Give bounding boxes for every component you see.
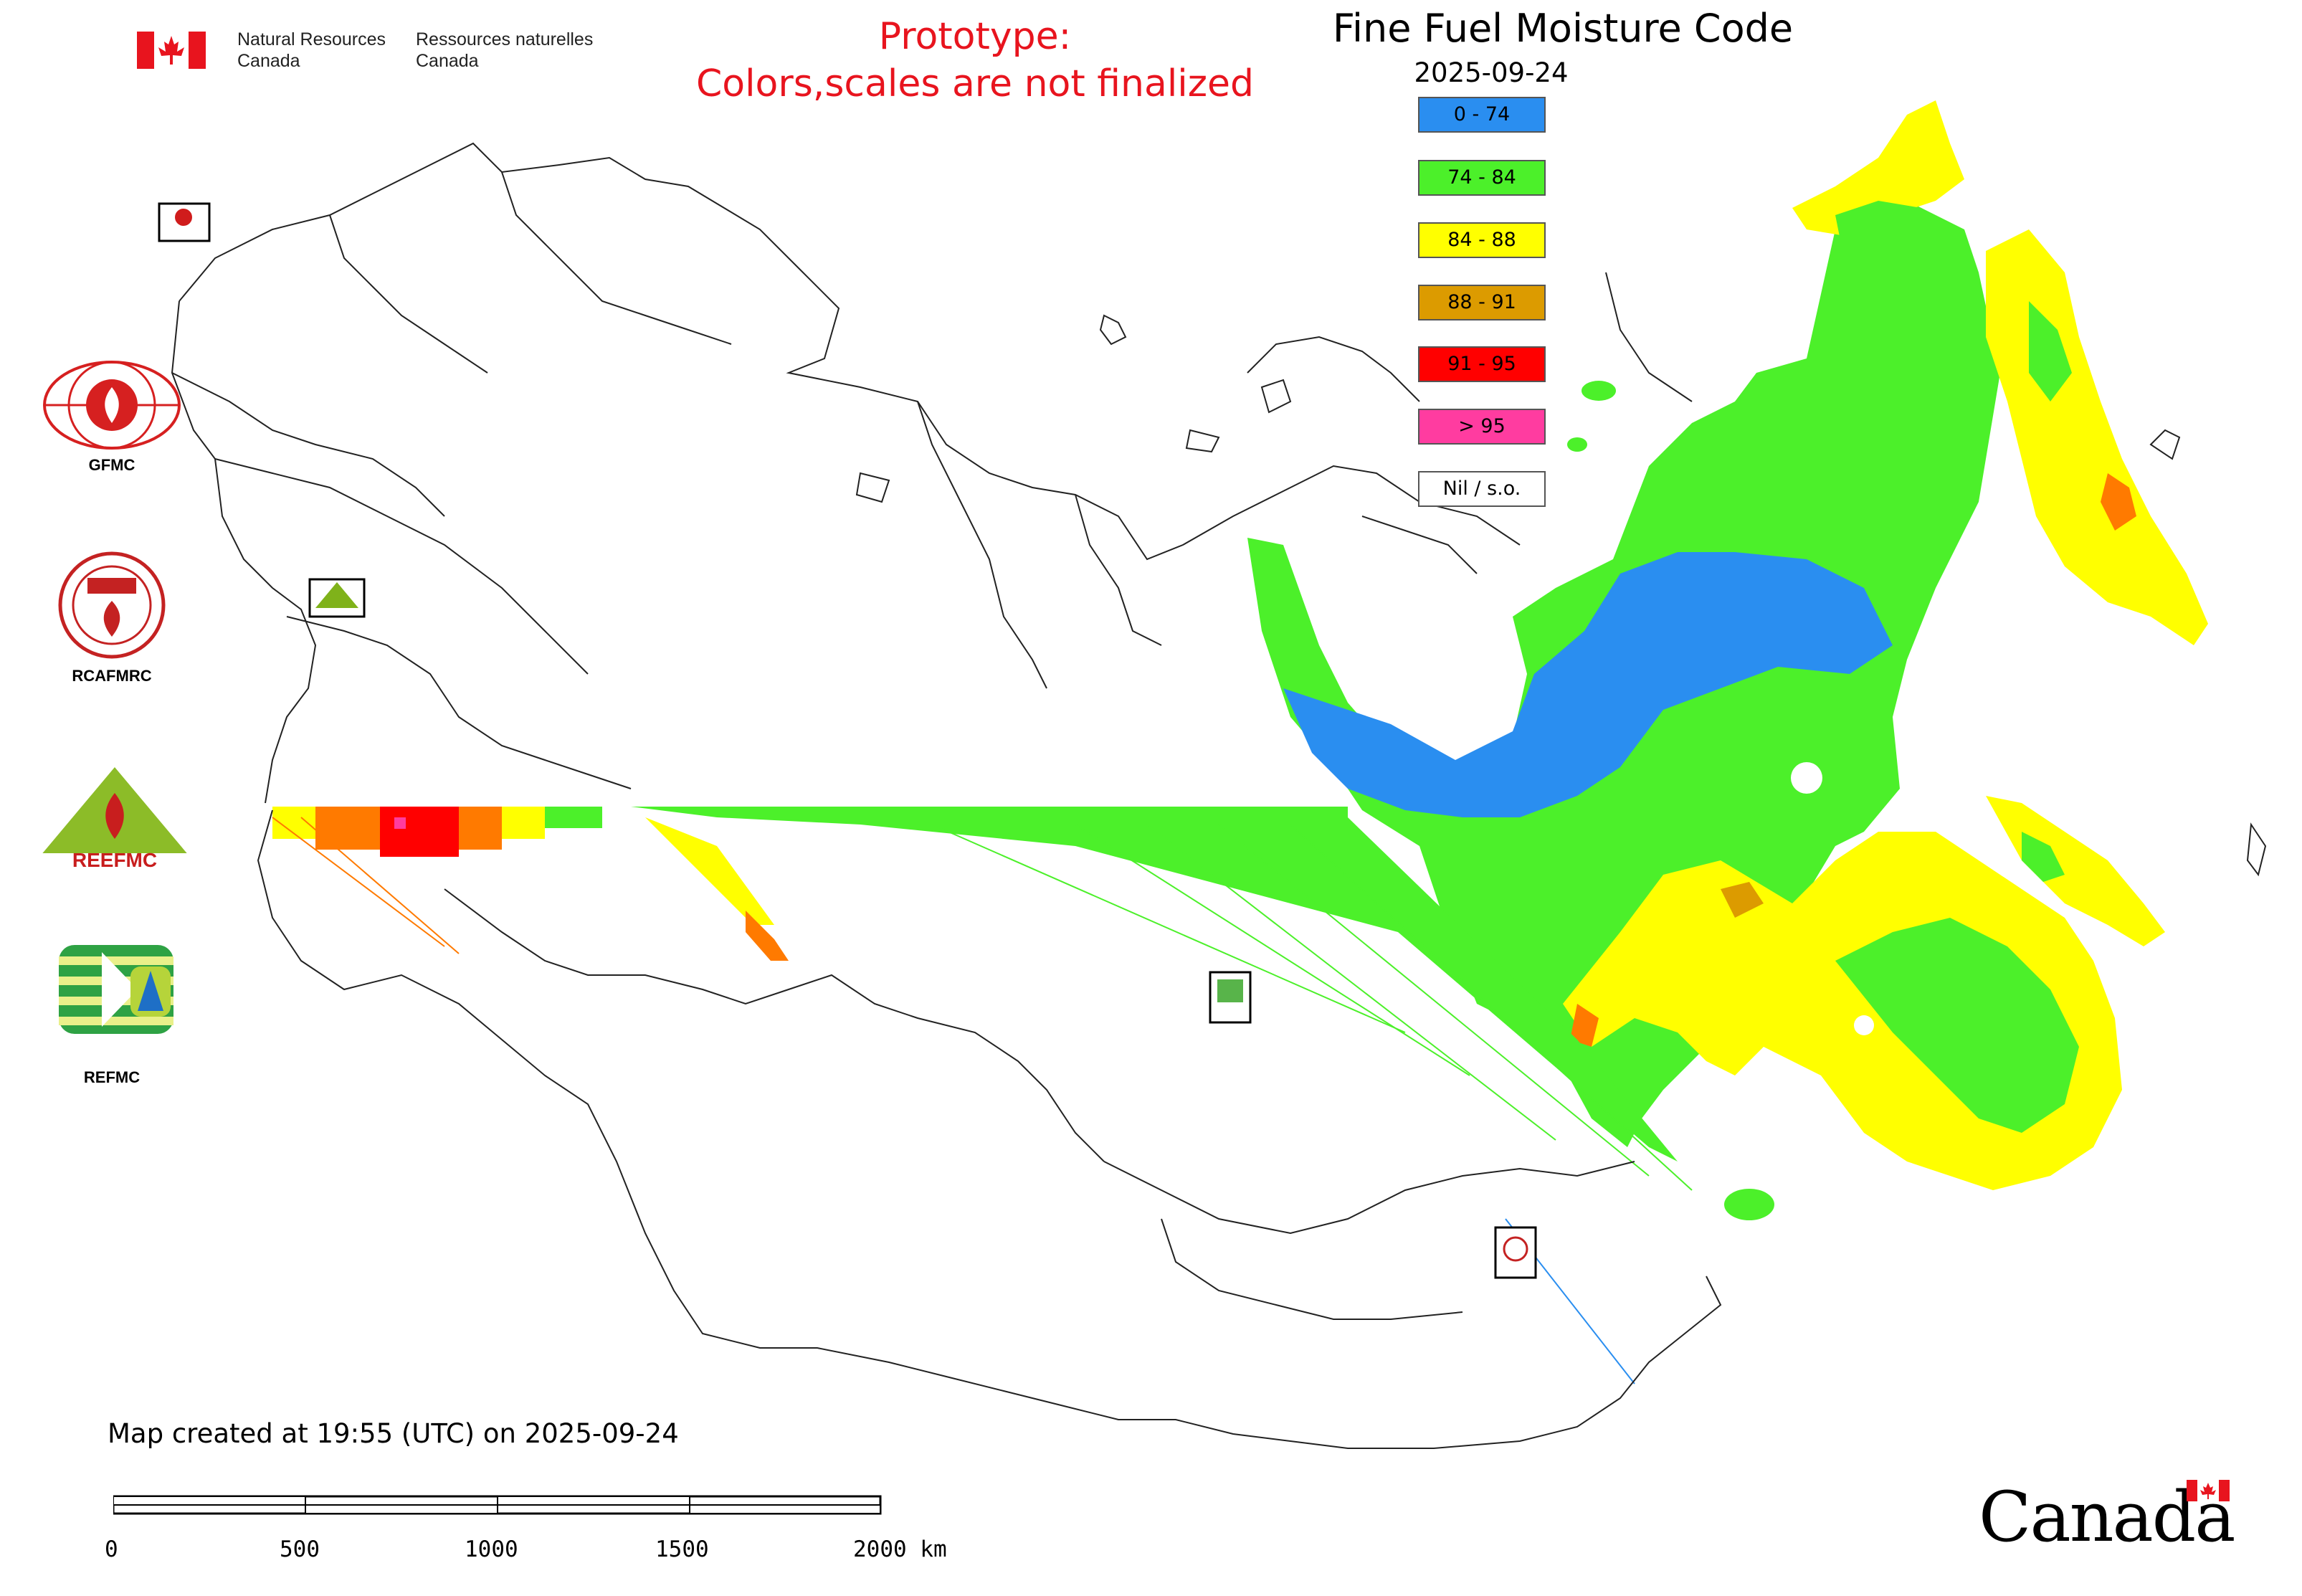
legend-item: > 95 [1418,409,1546,445]
scale-tick-label: 1500 [655,1536,709,1562]
gfmc-logo [43,361,181,450]
map-stamps [158,202,1537,1279]
ffmc-raster [1247,100,2208,1220]
scale-tick-label: 2000 km [853,1536,947,1562]
scale-tick-label: 0 [105,1536,118,1562]
canada-flag-icon [137,32,206,69]
rcafmrc-logo [58,551,166,659]
gfmc-label: GFMC [88,456,135,474]
legend-item: 74 - 84 [1418,160,1546,196]
rcafmrc-label: RCAFMRC [72,667,152,685]
prototype-notice-line1: Prototype: [878,15,1072,58]
scale-tick-label: 1000 [465,1536,518,1562]
refmc-logo [59,945,173,1034]
legend-item: 91 - 95 [1418,346,1546,382]
department-name-fr: Ressources naturelles Canada [416,29,594,71]
prototype-notice: Prototype: Colors,scales are not finaliz… [617,13,1333,108]
department-name-en: Natural Resources Canada [237,29,386,71]
prototype-notice-line2: Colors,scales are not finalized [695,62,1255,105]
scale-bar: 0 500 1000 1500 2000 km [93,1495,989,1574]
map-date: 2025-09-24 [1414,57,1569,88]
legend-item: 88 - 91 [1418,285,1546,320]
ffmc-raster-strip [272,807,1693,1384]
legend-item: 0 - 74 [1418,97,1546,133]
canada-flag-icon [2187,1480,2230,1501]
legend-item: Nil / s.o. [1418,471,1546,507]
map-title: Fine Fuel Moisture Code [1332,6,1794,51]
canada-wordmark: Canada [1979,1477,2237,1570]
scale-bar-graphic [113,1495,882,1515]
reefmc-label: REEFMC [72,849,158,871]
refmc-label: REFMC [83,1068,141,1086]
map-created-text: Map created at 19:55 (UTC) on 2025-09-24 [108,1418,679,1449]
nrcan-signature: Natural Resources Canada Ressources natu… [135,29,622,86]
boundaries [171,142,1722,1449]
reefmc-logo [40,767,189,872]
scale-tick-label: 500 [280,1536,320,1562]
legend-item: 84 - 88 [1418,222,1546,258]
